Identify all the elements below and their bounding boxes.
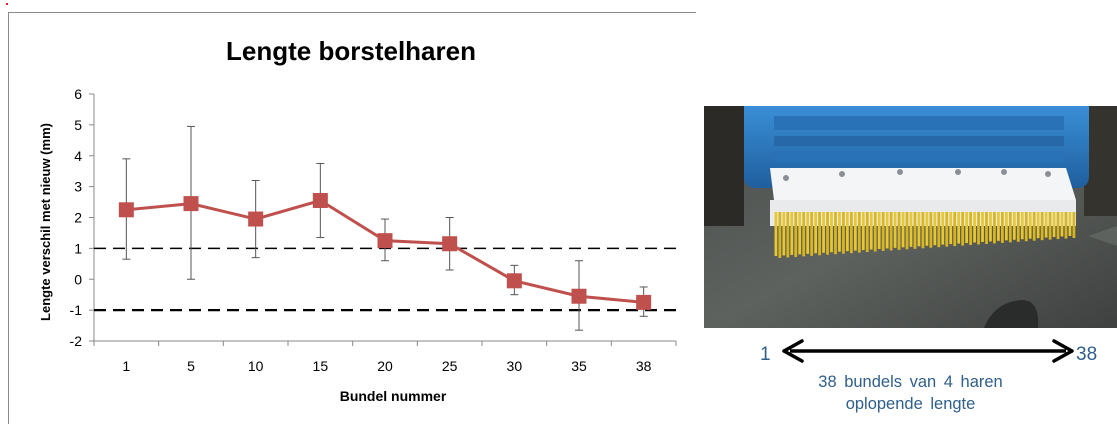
data-point [442, 236, 458, 252]
x-tick-label: 35 [571, 358, 587, 374]
photo-caption: 38 bundels van 4 haren oplopende lengte [704, 371, 1117, 415]
corner-mark [6, 3, 8, 5]
y-tick-label: 5 [74, 117, 82, 133]
data-point [636, 294, 652, 310]
range-start-label: 1 [760, 344, 771, 365]
data-point [183, 196, 199, 212]
line-chart: Lengte borstelharen Lengte verschil met … [38, 36, 677, 404]
data-point [571, 288, 587, 304]
bundle-range-indicator: 1 38 [704, 336, 1117, 376]
data-point [118, 202, 134, 218]
y-tick-label: 4 [74, 148, 82, 164]
y-tick-label: 2 [74, 210, 82, 226]
double-arrow-icon [782, 339, 1074, 363]
x-tick-label: 5 [187, 358, 195, 374]
y-axis-label: Lengte verschil met nieuw (mm) [38, 123, 53, 321]
range-end-label: 38 [1076, 344, 1098, 365]
x-tick-label: 25 [442, 358, 458, 374]
data-point [377, 233, 393, 249]
y-tick-label: 1 [74, 240, 82, 256]
data-point [248, 211, 264, 227]
data-point [506, 273, 522, 289]
x-tick-label: 20 [377, 358, 393, 374]
x-tick-label: 38 [636, 358, 652, 374]
y-tick-label: 6 [74, 86, 82, 102]
x-tick-label: 15 [313, 358, 329, 374]
x-tick-label: 1 [122, 358, 130, 374]
caption-line-1: 38 bundels van 4 haren [818, 373, 1003, 391]
brush-photo [704, 106, 1117, 328]
x-axis-label: Bundel nummer [340, 388, 447, 404]
y-tick-label: -1 [70, 302, 83, 318]
y-tick-label: 0 [74, 271, 82, 287]
caption-line-2: oplopende lengte [845, 395, 976, 413]
x-tick-label: 10 [248, 358, 264, 374]
y-tick-label: -2 [70, 333, 83, 349]
chart-frame [8, 12, 696, 424]
y-tick-label: 3 [74, 179, 82, 195]
chart-title: Lengte borstelharen [226, 36, 476, 66]
x-tick-label: 30 [507, 358, 523, 374]
data-point [312, 193, 328, 209]
